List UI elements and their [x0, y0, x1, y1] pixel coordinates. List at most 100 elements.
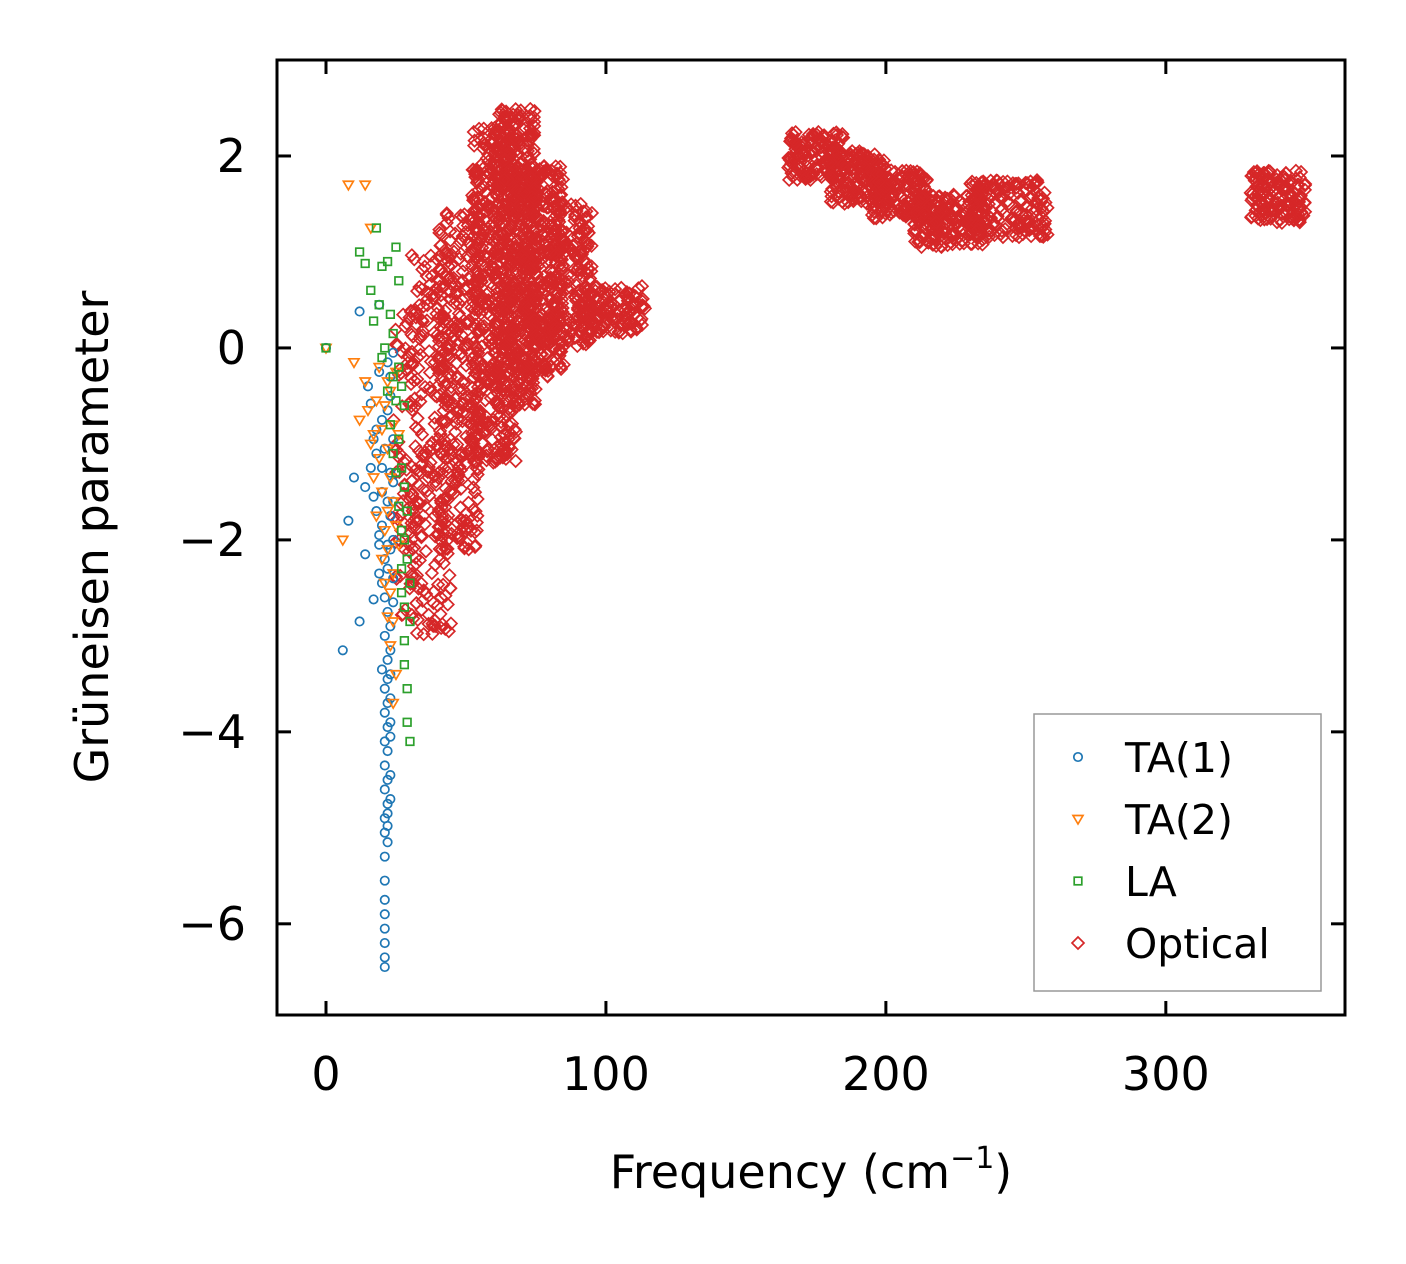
optical-point	[506, 208, 521, 224]
optical-point	[570, 338, 585, 354]
ta-1-point	[368, 491, 379, 502]
optical-point	[505, 119, 520, 134]
ta-2-point	[381, 506, 395, 518]
ta-1-point	[371, 448, 382, 459]
optical-point	[388, 322, 403, 337]
optical-point	[507, 431, 522, 446]
la-point	[405, 578, 415, 588]
optical-point	[420, 292, 435, 307]
optical-point	[584, 205, 600, 221]
optical-point	[449, 530, 465, 546]
optical-point	[600, 286, 615, 302]
optical-point	[430, 300, 446, 316]
optical-point	[1288, 163, 1304, 179]
optical-point	[963, 223, 979, 238]
optical-point	[407, 373, 422, 388]
la-point	[396, 381, 407, 391]
optical-point	[459, 505, 474, 521]
y-tick-label: −4	[178, 705, 246, 759]
la-point	[396, 463, 407, 473]
optical-point	[797, 146, 812, 161]
optical-point	[568, 198, 583, 213]
ta-1-point	[365, 462, 376, 473]
optical-point	[416, 583, 431, 598]
optical-point	[497, 152, 513, 167]
optical-point	[530, 170, 545, 185]
optical-point	[411, 494, 426, 510]
la-point	[399, 636, 410, 646]
optical-point	[892, 178, 907, 193]
optical-point	[418, 544, 434, 559]
optical-point	[392, 464, 407, 480]
scatter-points	[319, 101, 1313, 973]
optical-point	[928, 215, 944, 230]
optical-point	[570, 235, 585, 250]
optical-point	[423, 248, 439, 263]
optical-point	[494, 115, 509, 130]
optical-point	[434, 542, 450, 557]
optical-point	[418, 586, 434, 602]
optical-point	[882, 194, 897, 209]
optical-point	[568, 207, 583, 223]
optical-point	[414, 529, 429, 545]
optical-point	[526, 368, 541, 383]
optical-point	[437, 303, 453, 318]
optical-point	[599, 312, 615, 327]
ta-2-point	[375, 425, 389, 437]
optical-point	[469, 190, 485, 205]
optical-point	[507, 158, 523, 173]
ta-2-point	[378, 401, 392, 413]
optical-point	[840, 194, 856, 210]
optical-point	[1034, 228, 1049, 244]
optical-point	[941, 230, 956, 245]
optical-point	[458, 513, 474, 529]
optical-point	[487, 250, 502, 266]
la-point	[321, 343, 331, 353]
optical-point	[439, 206, 454, 221]
optical-point	[431, 431, 446, 446]
optical-point	[581, 236, 596, 251]
ta-1-point	[343, 515, 354, 526]
optical-point	[533, 280, 549, 296]
ta-1-point	[374, 539, 385, 550]
optical-point	[579, 256, 594, 272]
optical-point	[467, 133, 482, 148]
legend-label-optical: Optical	[1125, 920, 1270, 968]
optical-point	[823, 155, 838, 170]
la-point	[388, 328, 398, 339]
optical-point	[616, 302, 631, 317]
optical-point	[1023, 228, 1039, 244]
optical-point	[523, 196, 539, 211]
optical-point	[410, 411, 425, 426]
optical-point	[455, 274, 470, 289]
optical-point	[490, 117, 506, 133]
ta-2-point	[336, 535, 350, 547]
la-point	[396, 525, 407, 535]
optical-point	[408, 420, 424, 435]
optical-point	[414, 528, 429, 543]
optical-point	[908, 181, 923, 196]
optical-point	[501, 405, 516, 420]
optical-point	[450, 404, 466, 419]
ta-1-point	[376, 520, 388, 531]
optical-point	[1262, 186, 1277, 202]
optical-point	[935, 200, 950, 215]
optical-point	[447, 485, 462, 501]
optical-point	[434, 227, 449, 242]
optical-point	[1250, 186, 1265, 201]
optical-point	[499, 126, 514, 142]
optical-point	[403, 489, 418, 505]
optical-point	[388, 337, 404, 352]
optical-point	[846, 193, 861, 209]
la-point	[354, 247, 365, 257]
optical-point	[414, 427, 430, 442]
optical-point	[489, 453, 505, 468]
la-point	[374, 300, 384, 310]
optical-point	[518, 236, 533, 251]
optical-point	[971, 229, 987, 245]
optical-point	[465, 210, 481, 225]
optical-point	[490, 295, 505, 310]
optical-point	[455, 228, 470, 244]
ta-2-point	[375, 554, 389, 566]
optical-point	[582, 333, 598, 348]
